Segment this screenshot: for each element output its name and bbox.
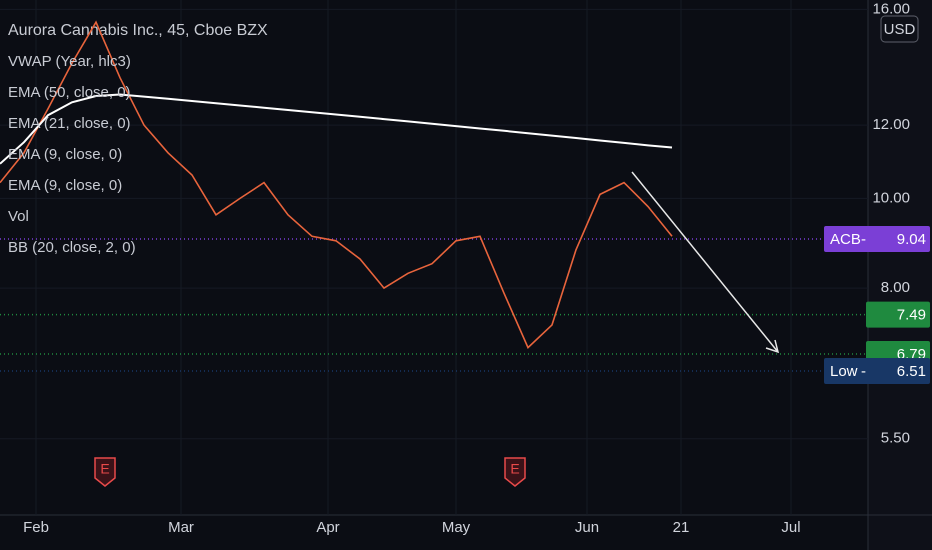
indicator-legend: EMA (9, close, 0) [8, 146, 122, 163]
currency-label: USD [884, 21, 916, 38]
y-tick-label: 10.00 [872, 189, 910, 206]
y-tick-label: 12.00 [872, 116, 910, 133]
price-label-box [866, 301, 930, 328]
earnings-icon[interactable]: E [94, 457, 116, 487]
y-tick-label: 16.00 [872, 0, 910, 17]
price-axis-panel [868, 0, 932, 550]
earnings-label: E [100, 461, 109, 477]
x-tick-label: Jun [575, 519, 599, 536]
x-tick-label: Apr [316, 519, 339, 536]
x-tick-label: May [442, 519, 471, 536]
x-tick-label: Jul [781, 519, 800, 536]
indicator-legend: VWAP (Year, hlc3) [8, 53, 131, 70]
price-label-name: Low [830, 363, 858, 380]
currency-button[interactable] [880, 15, 919, 43]
y-tick-label: 5.50 [881, 430, 910, 447]
series-line [0, 93, 673, 165]
series-line [0, 20, 673, 349]
price-label-box [824, 225, 930, 252]
earnings-icon[interactable]: E [504, 457, 526, 487]
price-label-value: 9.04 [897, 231, 926, 248]
x-tick-label: Feb [23, 519, 49, 536]
price-label-dash: - [861, 363, 866, 380]
y-tick-label: 8.00 [881, 279, 910, 296]
arrow-head [765, 339, 780, 354]
price-label-value: 7.49 [897, 307, 926, 324]
indicator-legend: Vol [8, 208, 29, 225]
x-tick-label: Mar [168, 519, 194, 536]
trend-arrow [631, 171, 779, 353]
chart-title: Aurora Cannabis Inc., 45, Cboe BZX [8, 22, 268, 39]
x-tick-label: 21 [673, 519, 690, 536]
indicator-legend: EMA (50, close, 0) [8, 84, 131, 101]
earnings-label: E [510, 461, 519, 477]
price-label-box [824, 357, 930, 384]
price-label-value: 6.51 [897, 363, 926, 380]
indicator-legend: EMA (9, close, 0) [8, 177, 122, 194]
price-label-dash: - [861, 231, 866, 248]
indicator-legend: EMA (21, close, 0) [8, 115, 131, 132]
price-label-name: ACB [830, 231, 861, 248]
indicator-legend: BB (20, close, 2, 0) [8, 239, 136, 256]
